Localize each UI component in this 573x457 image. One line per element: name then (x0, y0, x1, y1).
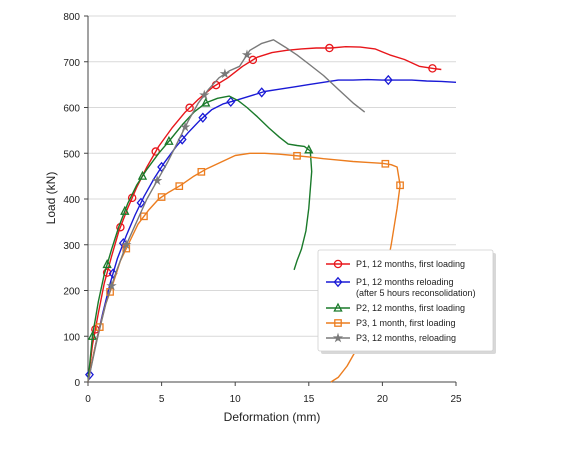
series-group (87, 95, 314, 383)
x-tick-label: 20 (377, 394, 389, 405)
series-group (87, 39, 366, 383)
data-point (241, 49, 253, 60)
x-tick-label: 15 (303, 394, 315, 405)
series-line (87, 152, 401, 383)
y-tick-label: 300 (63, 241, 80, 252)
legend-label: (after 5 hours reconsolidation) (356, 288, 476, 298)
data-point (175, 182, 184, 190)
data-point (381, 159, 390, 168)
legend-swatch-marker (333, 259, 343, 269)
data-point (106, 280, 117, 291)
data-point (137, 170, 148, 180)
series-line (87, 39, 366, 383)
legend-swatch-marker (333, 302, 343, 312)
data-point (383, 74, 393, 86)
legend-label: P1, 12 months, first loading (356, 259, 465, 269)
data-point (396, 181, 404, 190)
series-group (87, 151, 404, 383)
legend-swatch-marker (334, 319, 342, 327)
data-point (201, 97, 211, 107)
data-point (226, 96, 236, 108)
data-point (121, 239, 132, 250)
legend-label: P1, 12 months reloading (356, 277, 454, 287)
data-point (157, 193, 166, 201)
x-tick-label: 0 (85, 394, 91, 405)
series-line (87, 46, 442, 383)
y-tick-label: 100 (63, 332, 80, 343)
y-tick-label: 800 (63, 12, 80, 23)
data-point (199, 89, 210, 100)
data-point (136, 197, 146, 209)
data-point (140, 212, 148, 221)
data-point (219, 68, 231, 79)
series-line (87, 78, 457, 383)
data-point (102, 259, 112, 269)
data-point (185, 103, 194, 113)
legend-box (317, 249, 494, 352)
y-axis-title: Load (kN) (44, 172, 58, 225)
data-point (304, 144, 314, 154)
x-tick-label: 5 (159, 394, 165, 405)
data-point (293, 151, 301, 160)
series-layer (85, 39, 457, 383)
legend-label: P3, 12 months, reloading (356, 333, 456, 343)
data-point (180, 121, 191, 132)
x-tick-label: 10 (230, 394, 242, 405)
y-tick-label: 700 (63, 58, 80, 69)
data-point (248, 55, 258, 65)
y-tick-label: 400 (63, 195, 80, 206)
legend-label: P2, 12 months, first loading (356, 303, 465, 313)
legend-swatch-marker (333, 276, 343, 288)
data-point (85, 369, 94, 380)
data-point (152, 175, 163, 186)
data-point (120, 205, 130, 215)
data-point (428, 64, 437, 73)
data-point (198, 112, 208, 123)
legend-swatch-marker (332, 332, 344, 343)
data-point (164, 135, 174, 145)
data-point (87, 330, 98, 340)
axes-layer: 0 100 200 300 400 500 600 700 800 0 5 10 15 20 25 (63, 12, 462, 405)
data-point (325, 43, 334, 53)
legend-label: P3, 1 month, first loading (356, 318, 456, 328)
y-tick-label: 0 (74, 378, 80, 389)
x-axis-title: Deformation (mm) (224, 410, 321, 424)
x-tick-label: 25 (450, 394, 462, 405)
legend: P1, 12 months, first loading P1, 12 mont… (317, 249, 496, 354)
y-tick-label: 200 (63, 287, 80, 298)
data-point (197, 167, 206, 176)
data-point (257, 87, 267, 98)
y-tick-label: 600 (63, 104, 80, 115)
data-point (157, 161, 167, 173)
legend-items (326, 259, 350, 343)
y-tick-label: 500 (63, 149, 80, 160)
series-line (87, 95, 313, 383)
series-group (87, 43, 442, 383)
